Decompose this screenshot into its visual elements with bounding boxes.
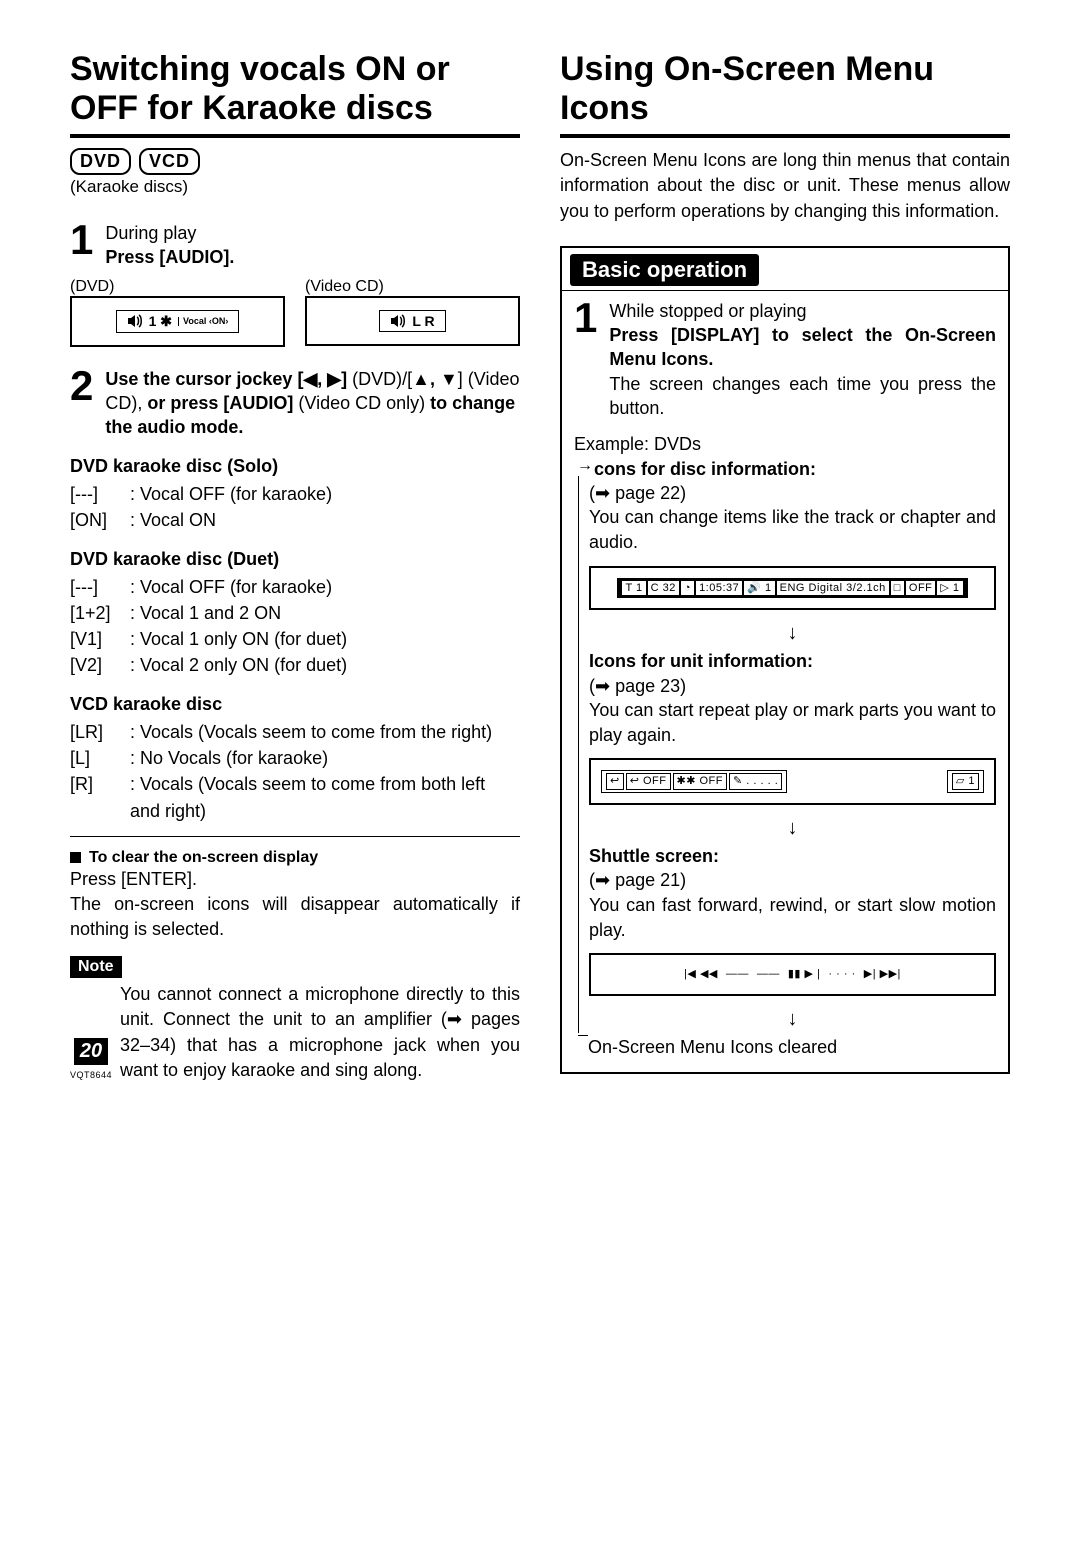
solo-list: [---]: Vocal OFF (for karaoke) [ON]: Voc… bbox=[70, 481, 520, 533]
doc-code: VQT8644 bbox=[70, 1070, 112, 1080]
square-bullet-icon bbox=[70, 852, 81, 863]
unit-info-text: You can start repeat play or mark parts … bbox=[589, 698, 996, 748]
duet-list: [---]: Vocal OFF (for karaoke) [1+2]: Vo… bbox=[70, 574, 520, 678]
divider bbox=[70, 836, 520, 837]
page-number: 20 bbox=[74, 1038, 108, 1065]
divider bbox=[70, 134, 520, 138]
dvd-badge: DVD bbox=[70, 148, 131, 175]
cleared-text: On-Screen Menu Icons cleared bbox=[574, 1035, 996, 1060]
down-arrow-icon: ↓ bbox=[589, 620, 996, 647]
vcd-title: VCD karaoke disc bbox=[70, 694, 520, 715]
step-1: 1 During play Press [AUDIO]. bbox=[70, 221, 520, 270]
right-step-1: 1 While stopped or playing Press [DISPLA… bbox=[574, 299, 996, 420]
shuttle-strip: |◀ ◀◀ —— —— ▮▮ ▶ | · · · · ▶| ▶▶| bbox=[589, 953, 996, 996]
right-column: Using On-Screen Menu Icons On-Screen Men… bbox=[560, 50, 1010, 1083]
unit-info-strip: ↩ ↩ OFF ✱✱ OFF ✎ . . . . . ▱ 1 bbox=[589, 758, 996, 805]
divider bbox=[560, 134, 1010, 138]
clear-section: To clear the on-screen display Press [EN… bbox=[70, 849, 520, 943]
note-label: Note bbox=[70, 956, 122, 978]
step-2: 2 Use the cursor jockey [◀, ▶] (DVD)/[▲,… bbox=[70, 367, 520, 440]
disc-badges: DVD VCD bbox=[70, 148, 520, 175]
vcd-list: [LR]: Vocals (Vocals seem to come from t… bbox=[70, 719, 520, 823]
panel-title: Basic operation bbox=[570, 254, 759, 286]
badge-caption: (Karaoke discs) bbox=[70, 177, 520, 197]
down-arrow-icon: ↓ bbox=[589, 815, 996, 842]
disc-info-strip: T 1 C 32 ◔ 1:05:37 🔊 1 ENG Digital 3/2.1… bbox=[589, 566, 996, 611]
intro-text: On-Screen Menu Icons are long thin menus… bbox=[560, 148, 1010, 224]
disc-info-title: Icons for disc information: bbox=[589, 457, 996, 481]
vcd-osd: L R bbox=[379, 310, 445, 332]
vcd-badge: VCD bbox=[139, 148, 200, 175]
unit-info-title: Icons for unit information: bbox=[589, 649, 996, 673]
left-title: Switching vocals ON or OFF for Karaoke d… bbox=[70, 50, 520, 128]
step1-pre: During play bbox=[105, 221, 520, 245]
dvd-osd: 1 ✱ Vocal ‹ON› bbox=[116, 310, 240, 333]
osd-examples: (DVD) 1 ✱ Vocal ‹ON› (Video CD) L R bbox=[70, 278, 520, 347]
duet-title: DVD karaoke disc (Duet) bbox=[70, 549, 520, 570]
right-title: Using On-Screen Menu Icons bbox=[560, 50, 1010, 128]
note-text: You cannot connect a microphone directly… bbox=[120, 982, 520, 1083]
step-number: 1 bbox=[574, 299, 597, 337]
shuttle-text: You can fast forward, rewind, or start s… bbox=[589, 893, 996, 943]
vcd-label: (Video CD) bbox=[305, 278, 520, 296]
example-label: Example: DVDs bbox=[574, 432, 996, 456]
left-column: Switching vocals ON or OFF for Karaoke d… bbox=[70, 50, 520, 1083]
basic-operation-panel: Basic operation 1 While stopped or playi… bbox=[560, 246, 1010, 1074]
unit-info-ref: (➡ page 23) bbox=[589, 674, 996, 698]
step-number: 1 bbox=[70, 221, 93, 259]
step1-action: Press [AUDIO]. bbox=[105, 245, 520, 269]
down-arrow-icon: ↓ bbox=[589, 1006, 996, 1033]
speaker-icon bbox=[127, 314, 143, 328]
step-number: 2 bbox=[70, 367, 93, 405]
disc-info-text: You can change items like the track or c… bbox=[589, 505, 996, 555]
note-section: Note 20 VQT8644 You cannot connect a mic… bbox=[70, 956, 520, 1083]
disc-info-ref: (➡ page 22) bbox=[589, 481, 996, 505]
shuttle-ref: (➡ page 21) bbox=[589, 868, 996, 892]
speaker-icon bbox=[390, 314, 406, 328]
solo-title: DVD karaoke disc (Solo) bbox=[70, 456, 520, 477]
dvd-label: (DVD) bbox=[70, 278, 285, 296]
shuttle-title: Shuttle screen: bbox=[589, 844, 996, 868]
